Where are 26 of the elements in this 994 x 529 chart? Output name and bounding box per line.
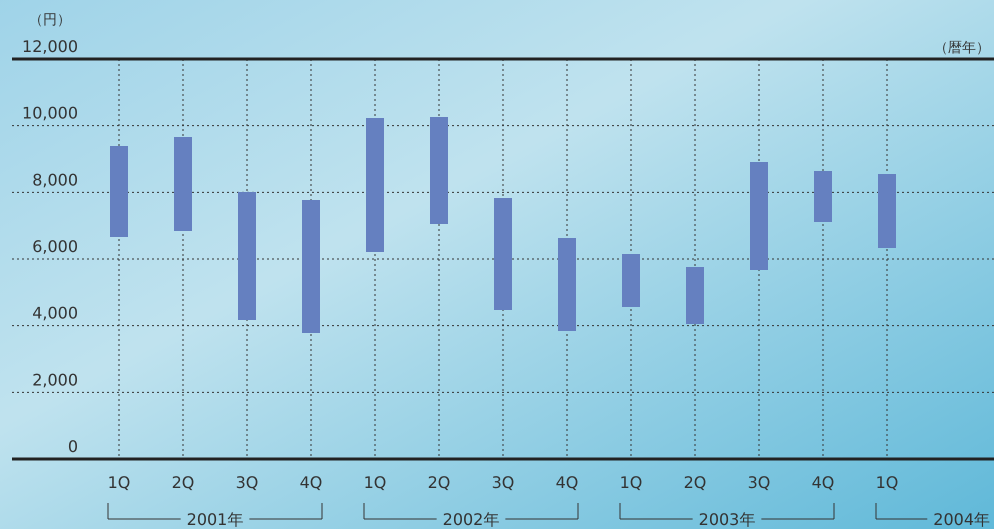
- x-tick-label: 1Q: [364, 473, 386, 492]
- text: 2001年: [186, 510, 244, 529]
- x-tick-label: 2Q: [684, 473, 706, 492]
- x-tick-label: 3Q: [492, 473, 514, 492]
- y-tick-label: 12,000: [22, 37, 78, 56]
- y-tick-label: 0: [68, 437, 78, 456]
- x-tick-label: 2Q: [428, 473, 450, 492]
- x-tick-label: 3Q: [748, 473, 770, 492]
- x-tick-label: 4Q: [300, 473, 322, 492]
- y-tick-label: 4,000: [32, 304, 78, 323]
- y-tick-label: 2,000: [32, 370, 78, 390]
- text: 2003年: [698, 510, 756, 529]
- y-tick-label: 8,000: [32, 170, 78, 190]
- y-tick-label: 6,000: [32, 237, 78, 256]
- x-tick-label: 1Q: [876, 473, 898, 492]
- y-axis-title: （円）: [29, 12, 71, 28]
- x-axis-title: （暦年）: [934, 40, 990, 56]
- x-tick-label: 4Q: [556, 473, 578, 492]
- x-tick-label: 3Q: [236, 473, 258, 492]
- text: 2002年: [442, 510, 500, 529]
- x-tick-label: 4Q: [812, 473, 834, 492]
- y-tick-label: 10,000: [22, 104, 78, 123]
- x-tick-label: 2Q: [172, 473, 194, 492]
- x-tick-label: 1Q: [620, 473, 642, 492]
- x-tick-label: 1Q: [108, 473, 130, 492]
- text: 2004年: [933, 510, 990, 529]
